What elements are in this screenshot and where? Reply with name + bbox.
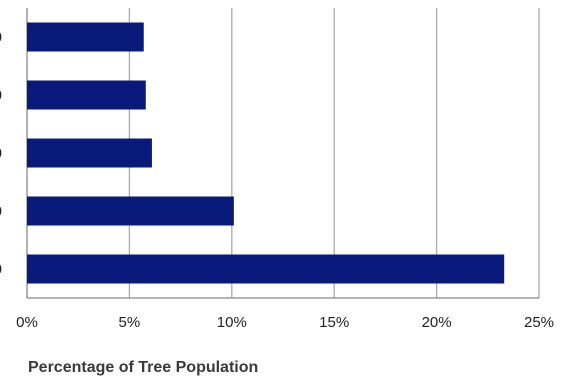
- x-tick-label: 15%: [319, 314, 349, 331]
- category-label: 0: [0, 145, 2, 162]
- category-label: 0: [0, 261, 2, 278]
- category-label: 0: [0, 29, 2, 46]
- bar: [27, 80, 146, 110]
- gridlines: [128, 8, 540, 298]
- x-axis-title: Percentage of Tree Population: [28, 359, 258, 376]
- x-tick-label: 10%: [217, 314, 247, 331]
- x-tick-labels: 0% 5% 10% 15% 20% 25%: [16, 314, 554, 331]
- bar: [27, 138, 152, 168]
- bar: [27, 196, 234, 226]
- category-label: 0: [0, 87, 2, 104]
- x-tick-label: 20%: [422, 314, 452, 331]
- category-labels: 0 0 0 0 0: [0, 29, 2, 278]
- x-tick-label: 5%: [119, 314, 141, 331]
- bars: [27, 22, 505, 284]
- bar: [27, 254, 505, 284]
- x-tick-label: 25%: [524, 314, 554, 331]
- x-tick-label: 0%: [16, 314, 38, 331]
- category-label: 0: [0, 203, 2, 220]
- bar: [27, 22, 144, 52]
